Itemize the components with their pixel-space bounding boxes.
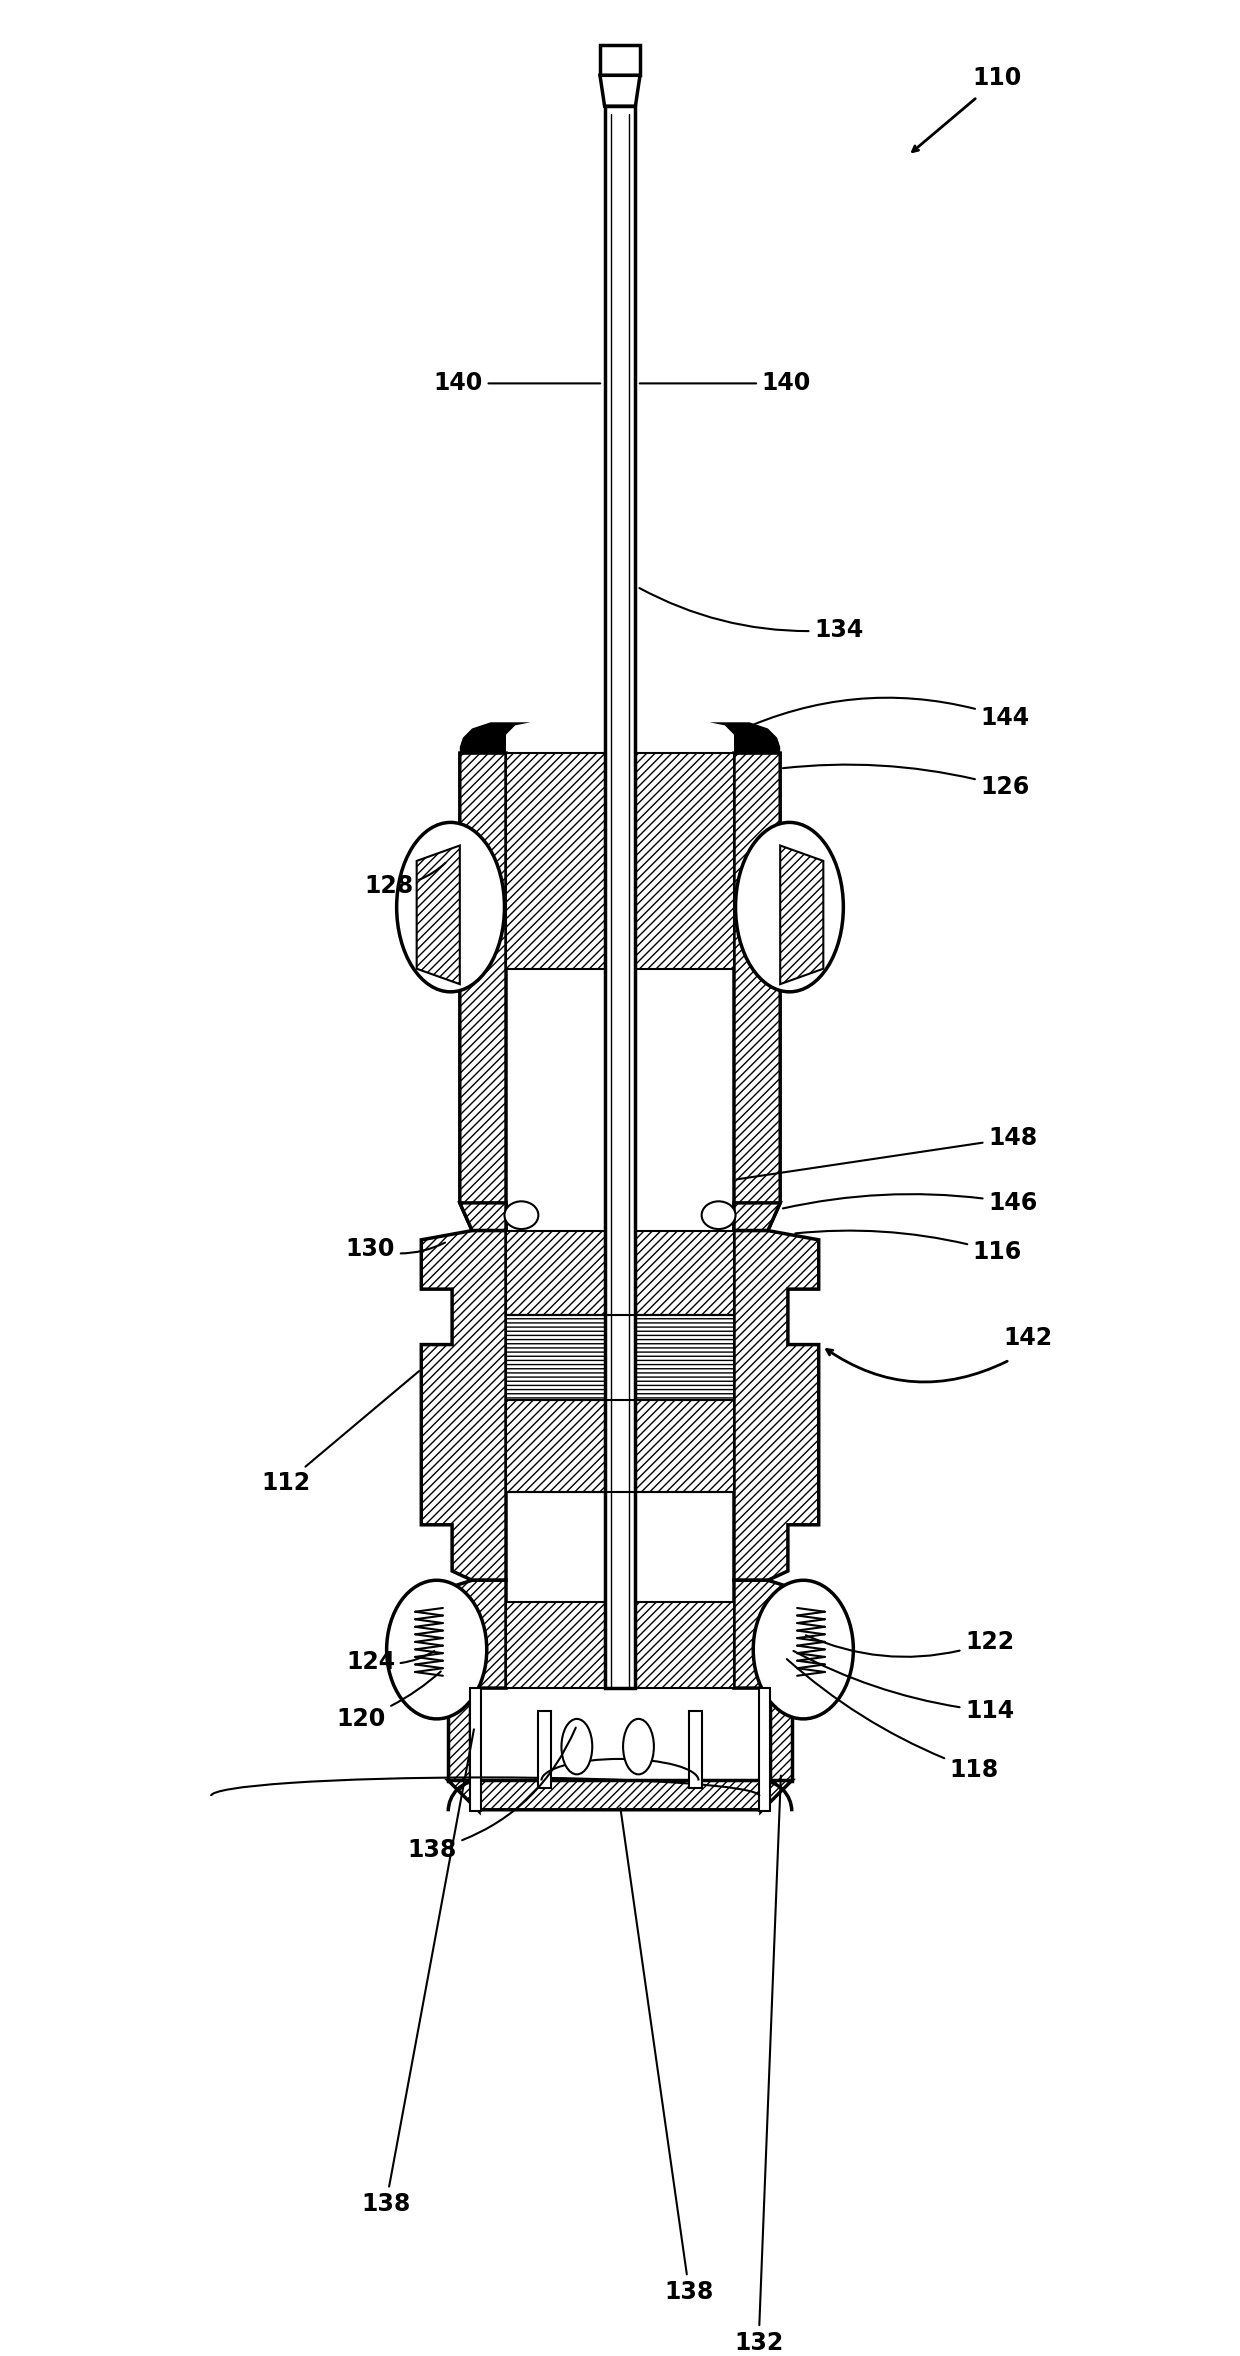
Bar	[506, 1399, 734, 1491]
Text: 124: 124	[346, 1649, 434, 1673]
Bar	[538, 1710, 551, 1788]
Ellipse shape	[735, 822, 843, 992]
Text: 134: 134	[640, 589, 863, 641]
Text: 132: 132	[734, 1776, 784, 2354]
Polygon shape	[734, 1230, 818, 1581]
Ellipse shape	[387, 1581, 487, 1720]
Polygon shape	[417, 846, 460, 985]
Text: 138: 138	[408, 1727, 575, 1861]
Polygon shape	[448, 1781, 792, 1812]
Text: 118: 118	[787, 1659, 999, 1781]
Text: 140: 140	[434, 372, 600, 396]
Text: 130: 130	[346, 1237, 445, 1260]
Text: 144: 144	[737, 697, 1029, 733]
Bar	[506, 1602, 734, 1689]
Text: 116: 116	[795, 1230, 1022, 1265]
Text: 146: 146	[782, 1190, 1038, 1216]
Ellipse shape	[622, 1720, 653, 1774]
Polygon shape	[780, 846, 823, 985]
Text: 140: 140	[640, 372, 811, 396]
Polygon shape	[734, 754, 780, 1230]
Polygon shape	[734, 1581, 797, 1689]
Ellipse shape	[702, 1202, 735, 1230]
Bar	[506, 1315, 734, 1399]
Polygon shape	[460, 754, 506, 1230]
Bar	[600, 45, 640, 75]
Text: 122: 122	[806, 1630, 1014, 1656]
Polygon shape	[709, 723, 780, 754]
Text: 112: 112	[262, 1371, 419, 1496]
Bar	[470, 1689, 481, 1812]
Text: 138: 138	[361, 1729, 474, 2217]
Ellipse shape	[505, 1202, 538, 1230]
Polygon shape	[443, 1581, 506, 1689]
Polygon shape	[734, 1204, 780, 1230]
Bar	[770, 1689, 792, 1781]
Text: 114: 114	[794, 1652, 1014, 1722]
Text: 142: 142	[1003, 1326, 1053, 1350]
Text: 128: 128	[365, 862, 445, 898]
Polygon shape	[600, 75, 640, 106]
Text: 126: 126	[782, 766, 1029, 799]
Bar	[448, 1689, 470, 1781]
Polygon shape	[460, 723, 531, 754]
Bar	[605, 106, 635, 1689]
Ellipse shape	[562, 1720, 593, 1774]
Text: 110: 110	[972, 66, 1022, 90]
Ellipse shape	[753, 1581, 853, 1720]
Polygon shape	[460, 1204, 506, 1230]
Text: 138: 138	[620, 1807, 714, 2304]
Bar	[689, 1710, 702, 1788]
Bar	[506, 754, 734, 968]
Text: 120: 120	[336, 1670, 440, 1732]
Bar	[506, 1230, 734, 1315]
Bar	[759, 1689, 770, 1812]
Ellipse shape	[397, 822, 505, 992]
Text: 148: 148	[737, 1126, 1038, 1180]
Polygon shape	[422, 1230, 506, 1581]
